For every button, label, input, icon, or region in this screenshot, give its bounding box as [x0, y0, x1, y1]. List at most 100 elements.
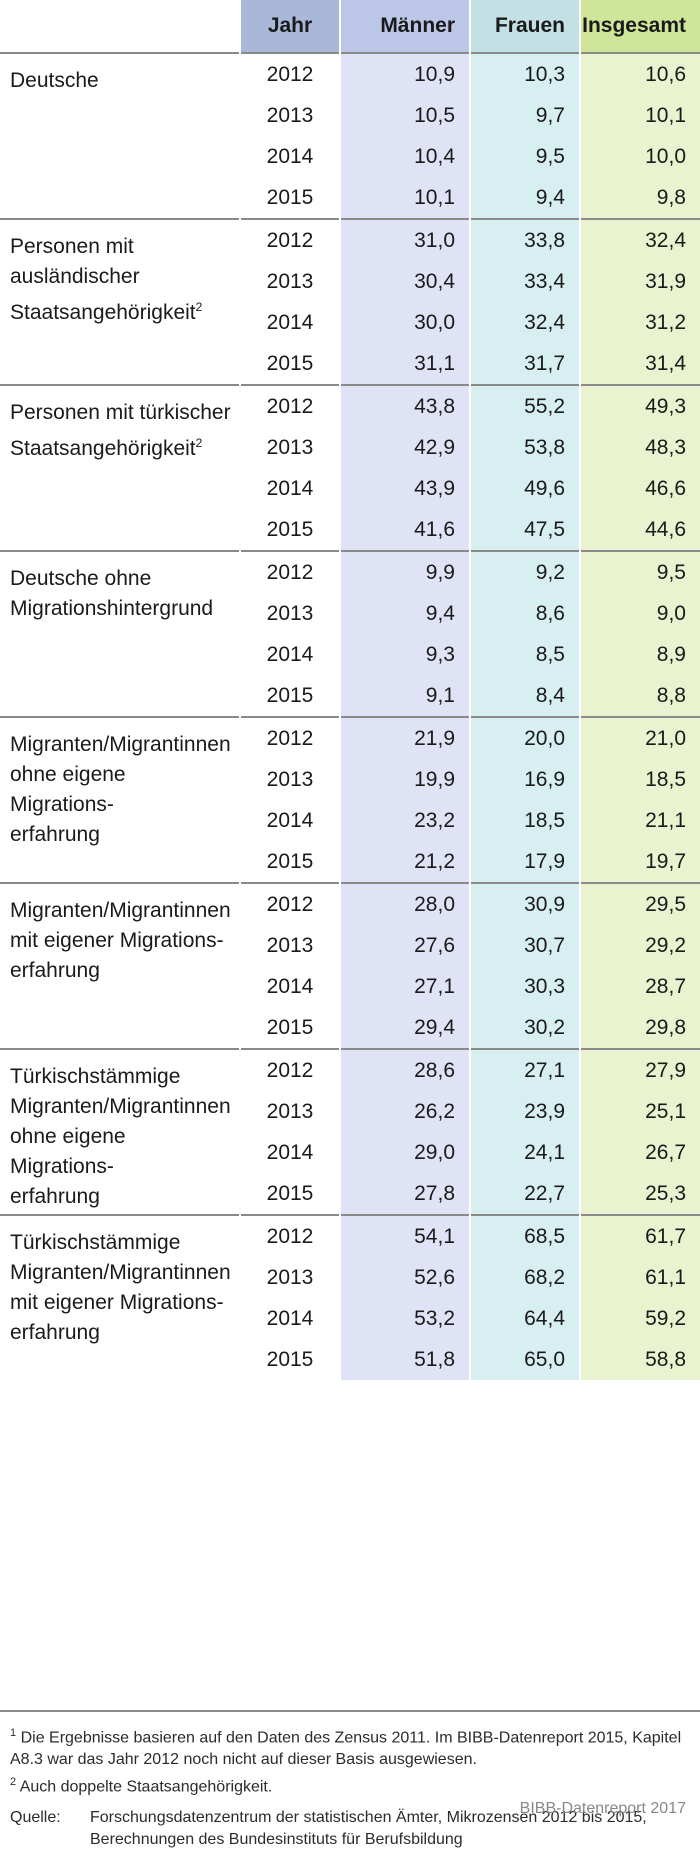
- cell-year: 2012: [239, 882, 340, 925]
- cell-year: 2013: [239, 925, 340, 966]
- cell-year: 2014: [239, 136, 340, 177]
- cell-men: 10,5: [339, 95, 470, 136]
- table-row: Türkischstämmige Migranten/Migrantinnen mi…: [0, 1214, 700, 1380]
- cell-women: 65,0: [469, 1339, 580, 1380]
- footnote-ref: 2: [195, 300, 203, 314]
- cell-year: 2013: [239, 427, 340, 468]
- cell-women: 9,5: [469, 136, 580, 177]
- table-body: Deutsche 2012 10,9 10,3 10,6 2013 10,5 9,7 10,1 2…: [0, 52, 700, 1380]
- table-row: Türkischstämmige Migranten/Migrantinnen oh…: [0, 1048, 700, 1215]
- cell-women: 33,8: [469, 218, 580, 261]
- cell-men: 43,8: [339, 384, 470, 427]
- cell-total: 59,2: [579, 1298, 700, 1339]
- cell-women: 23,9: [469, 1091, 580, 1132]
- group-label-line: Staatsangehörigkeit: [10, 301, 196, 324]
- cell-total: 8,8: [579, 675, 700, 717]
- cell-total: 61,1: [579, 1257, 700, 1298]
- cell-year: 2012: [239, 1214, 340, 1257]
- table-row: 2014 23,2 18,5 21,1: [0, 800, 700, 841]
- cell-men: 21,2: [339, 841, 470, 883]
- cell-year: 2013: [239, 759, 340, 800]
- table-row: 2013 52,6 68,2 61,1: [0, 1257, 700, 1298]
- cell-year: 2015: [239, 509, 340, 551]
- group-label: Deutsche: [0, 52, 240, 219]
- group-label-line: erfahrung: [10, 1185, 100, 1208]
- cell-year: 2015: [239, 1007, 340, 1049]
- cell-men: 30,4: [339, 261, 470, 302]
- cell-women: 24,1: [469, 1132, 580, 1173]
- table-row: Migranten/Migrantinnen mit eigener Migrat…: [0, 882, 700, 1049]
- table-row: Deutsche ohne Migrationshintergrund 2012 9,…: [0, 550, 700, 717]
- cell-women: 20,0: [469, 716, 580, 759]
- cell-year: 2013: [239, 1257, 340, 1298]
- cell-men: 10,4: [339, 136, 470, 177]
- table-row: 2015 41,6 47,5 44,6: [0, 509, 700, 551]
- cell-year: 2015: [239, 841, 340, 883]
- cell-total: 9,8: [579, 177, 700, 219]
- cell-total: 31,2: [579, 302, 700, 343]
- group-label-line: Migranten/Migrantinnen: [10, 1095, 231, 1118]
- table-row: 2013 10,5 9,7 10,1: [0, 95, 700, 136]
- cell-women: 30,7: [469, 925, 580, 966]
- group-label: Deutsche ohne Migrationshintergrund: [0, 550, 240, 717]
- group-label-line: mit eigener Migrations-: [10, 1291, 224, 1314]
- cell-year: 2014: [239, 800, 340, 841]
- cell-total: 10,1: [579, 95, 700, 136]
- table-row: 2015 27,8 22,7 25,3: [0, 1173, 700, 1215]
- cell-total: 29,8: [579, 1007, 700, 1049]
- cell-women: 30,2: [469, 1007, 580, 1049]
- cell-year: 2014: [239, 1298, 340, 1339]
- cell-men: 42,9: [339, 427, 470, 468]
- cell-total: 10,6: [579, 52, 700, 95]
- cell-total: 8,9: [579, 634, 700, 675]
- cell-women: 9,2: [469, 550, 580, 593]
- cell-women: 18,5: [469, 800, 580, 841]
- cell-women: 16,9: [469, 759, 580, 800]
- cell-men: 27,1: [339, 966, 470, 1007]
- cell-year: 2013: [239, 261, 340, 302]
- cell-men: 27,6: [339, 925, 470, 966]
- group-label-line: Personen mit türkischer: [10, 401, 231, 424]
- cell-total: 29,5: [579, 882, 700, 925]
- footnote-1-mark: 1: [10, 1727, 17, 1739]
- table-row: 2013 19,9 16,9 18,5: [0, 759, 700, 800]
- cell-men: 19,9: [339, 759, 470, 800]
- data-table: Jahr Männer Frauen Insgesamt Deutsche 201…: [0, 0, 700, 1380]
- group-label-line: ohne eigene Migrations-: [10, 763, 126, 816]
- group-label-line: Personen mit: [10, 235, 134, 258]
- table-row: 2014 27,1 30,3 28,7: [0, 966, 700, 1007]
- cell-men: 9,1: [339, 675, 470, 717]
- cell-men: 51,8: [339, 1339, 470, 1380]
- footnote-1-text: Die Ergebnisse basieren auf den Daten de…: [10, 1729, 682, 1769]
- cell-year: 2012: [239, 52, 340, 95]
- footnote-ref: 2: [195, 436, 203, 450]
- group-label-line: Türkischstämmige: [10, 1065, 181, 1088]
- cell-women: 68,2: [469, 1257, 580, 1298]
- group-label-line: Migranten/Migrantinnen: [10, 1261, 231, 1284]
- header-total: Insgesamt: [579, 0, 700, 53]
- group-label-line: Migranten/Migrantinnen: [10, 899, 231, 922]
- cell-year: 2014: [239, 302, 340, 343]
- cell-total: 29,2: [579, 925, 700, 966]
- cell-women: 47,5: [469, 509, 580, 551]
- cell-total: 49,3: [579, 384, 700, 427]
- cell-year: 2015: [239, 177, 340, 219]
- footnote-2: 2 Auch doppelte Staatsangehörigkeit.: [0, 1771, 700, 1798]
- cell-men: 52,6: [339, 1257, 470, 1298]
- cell-year: 2014: [239, 1132, 340, 1173]
- cell-total: 44,6: [579, 509, 700, 551]
- cell-total: 26,7: [579, 1132, 700, 1173]
- cell-men: 54,1: [339, 1214, 470, 1257]
- group-label-line: erfahrung: [10, 823, 100, 846]
- header-group: [0, 0, 240, 53]
- header-row: Jahr Männer Frauen Insgesamt: [0, 0, 700, 53]
- cell-women: 8,5: [469, 634, 580, 675]
- group-label-line: Deutsche ohne: [10, 567, 152, 590]
- footnote-2-text: Auch doppelte Staatsangehörigkeit.: [19, 1778, 273, 1796]
- cell-year: 2012: [239, 1048, 340, 1091]
- table-row: Personen mit ausländischer Staatsangehörig…: [0, 218, 700, 385]
- cell-men: 29,0: [339, 1132, 470, 1173]
- cell-total: 9,5: [579, 550, 700, 593]
- cell-women: 17,9: [469, 841, 580, 883]
- cell-total: 21,1: [579, 800, 700, 841]
